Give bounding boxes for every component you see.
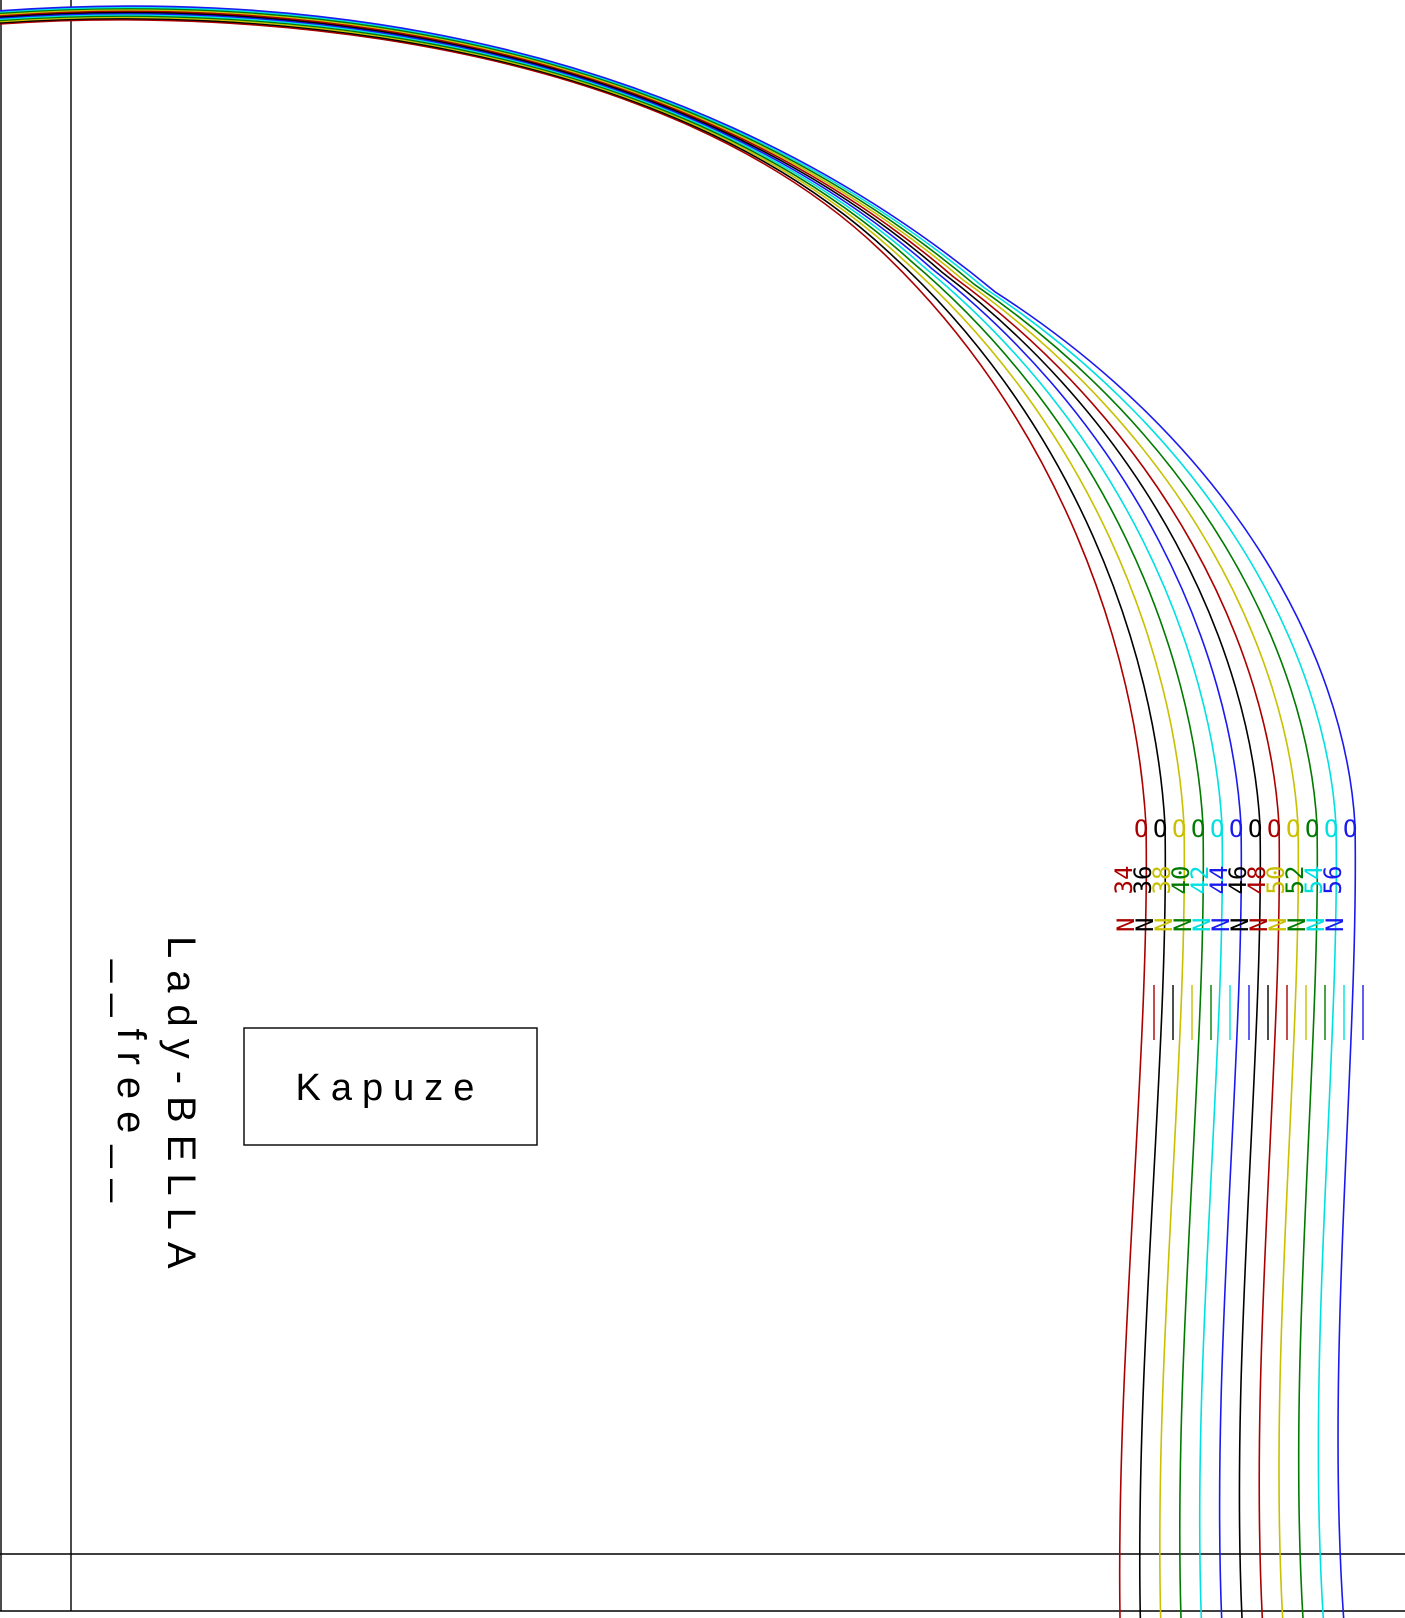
notch-marker-42: O (1210, 815, 1224, 843)
notch-marker-36: O (1153, 815, 1167, 843)
size-label-56: 56 (1319, 866, 1347, 895)
size-label-40: 40 (1167, 866, 1195, 895)
size-label-54: 54 (1300, 866, 1328, 895)
notch-marker-46: O (1248, 815, 1262, 843)
size-curve-38 (0, 16, 1186, 1618)
brand-block: Lady-BELLA __free__ (109, 936, 203, 1281)
notch-n-36: N (1131, 918, 1159, 932)
size-curve-40 (0, 15, 1205, 1618)
brand-name: Lady-BELLA (159, 936, 203, 1281)
size-curve-34 (0, 19, 1148, 1618)
size-curve-42 (0, 14, 1224, 1618)
size-curve-46 (0, 11, 1262, 1618)
size-curve-50 (0, 9, 1300, 1618)
notch-marker-44: O (1229, 815, 1243, 843)
notch-n-38: N (1150, 918, 1178, 932)
notch-marks: O34NO36NO38NO40NO42NO44NO46NO48NO50NO52N… (1110, 815, 1364, 1040)
size-curve-48 (0, 10, 1281, 1618)
size-label-52: 52 (1281, 866, 1309, 895)
size-label-46: 46 (1224, 866, 1252, 895)
size-label-44: 44 (1205, 866, 1233, 895)
size-label-48: 48 (1243, 866, 1271, 895)
notch-n-42: N (1188, 918, 1216, 932)
title-box: Kapuze (243, 1027, 538, 1146)
notch-n-54: N (1302, 918, 1330, 932)
notch-n-46: N (1226, 918, 1254, 932)
size-label-42: 42 (1186, 866, 1214, 895)
size-curve-52 (0, 7, 1319, 1618)
brand-edition: __free__ (109, 959, 153, 1214)
notch-marker-54: O (1324, 815, 1338, 843)
title-frame (243, 1027, 538, 1146)
size-curves (0, 5, 1357, 1618)
notch-n-48: N (1245, 918, 1273, 932)
notch-n-44: N (1207, 918, 1235, 932)
notch-marker-52: O (1305, 815, 1319, 843)
notch-n-40: N (1169, 918, 1197, 932)
size-label-50: 50 (1262, 866, 1290, 895)
notch-marker-48: O (1267, 815, 1281, 843)
size-curve-56 (0, 5, 1357, 1618)
size-curve-44 (0, 12, 1243, 1618)
notch-n-52: N (1283, 918, 1311, 932)
notch-n-56: N (1321, 918, 1349, 932)
notch-n-50: N (1264, 918, 1292, 932)
size-label-36: 36 (1129, 866, 1157, 895)
size-curve-54 (0, 6, 1338, 1618)
pattern-title: Kapuze (296, 1067, 485, 1109)
notch-n-34: N (1112, 918, 1140, 932)
notch-marker-40: O (1191, 815, 1205, 843)
size-label-38: 38 (1148, 866, 1176, 895)
notch-marker-50: O (1286, 815, 1300, 843)
size-curve-36 (0, 17, 1167, 1618)
notch-marker-56: O (1343, 815, 1357, 843)
size-label-34: 34 (1110, 866, 1138, 895)
notch-marker-38: O (1172, 815, 1186, 843)
notch-marker-34: O (1134, 815, 1148, 843)
